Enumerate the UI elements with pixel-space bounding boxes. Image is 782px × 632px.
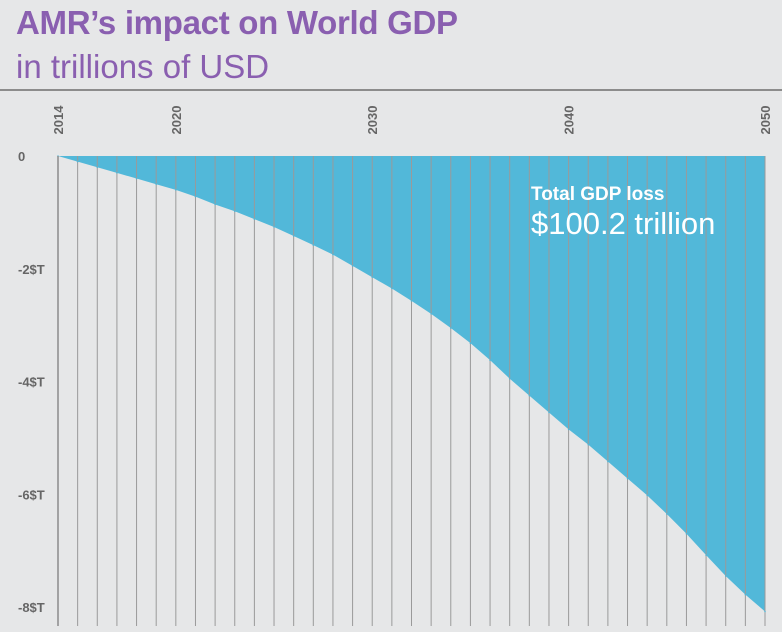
data-point — [744, 593, 747, 596]
data-point — [214, 203, 216, 206]
data-point — [116, 172, 118, 174]
data-point — [626, 477, 629, 480]
y-tick-label: -4$T — [18, 375, 45, 390]
data-point — [175, 189, 177, 191]
data-point — [567, 428, 570, 431]
callout-value: $100.2 trillion — [531, 206, 715, 241]
data-point — [764, 610, 766, 613]
x-tick-label: 2040 — [562, 106, 577, 135]
data-point — [312, 244, 315, 246]
chart-title: AMR’s impact on World GDP — [16, 4, 458, 41]
data-point — [607, 460, 609, 463]
data-point — [666, 513, 668, 515]
y-tick-label: 0 — [18, 149, 25, 164]
y-tick-label: -8$T — [18, 600, 45, 615]
data-point — [253, 218, 256, 220]
data-point — [724, 575, 727, 577]
data-point — [685, 532, 688, 535]
data-point — [548, 411, 550, 414]
data-point — [332, 253, 334, 256]
data-point — [391, 287, 393, 290]
x-tick-label: 2014 — [51, 105, 66, 135]
data-point — [76, 160, 79, 163]
chart-subtitle: in trillions of USD — [16, 48, 270, 85]
data-point — [155, 183, 157, 185]
data-point — [96, 166, 99, 169]
data-point — [469, 342, 472, 344]
data-point — [528, 394, 531, 397]
data-point — [587, 443, 590, 446]
y-tick-label: -6$T — [18, 487, 45, 502]
x-tick-label: 2030 — [365, 106, 380, 135]
data-point — [371, 276, 374, 279]
x-tick-label: 2020 — [169, 106, 184, 135]
data-point — [489, 359, 491, 361]
data-point — [705, 554, 707, 556]
data-point — [646, 494, 648, 497]
data-point — [351, 265, 354, 267]
data-point — [292, 235, 295, 237]
data-point — [508, 377, 511, 380]
y-tick-label: -2$T — [18, 262, 45, 277]
data-point — [233, 210, 236, 213]
data-point — [449, 327, 452, 329]
data-point — [135, 177, 138, 180]
header-divider — [0, 89, 782, 91]
callout-label: Total GDP loss — [531, 184, 664, 205]
x-tick-label: 2050 — [758, 106, 773, 135]
data-point — [430, 313, 432, 315]
data-point — [194, 195, 197, 198]
data-point — [410, 300, 413, 302]
data-point — [273, 226, 275, 228]
